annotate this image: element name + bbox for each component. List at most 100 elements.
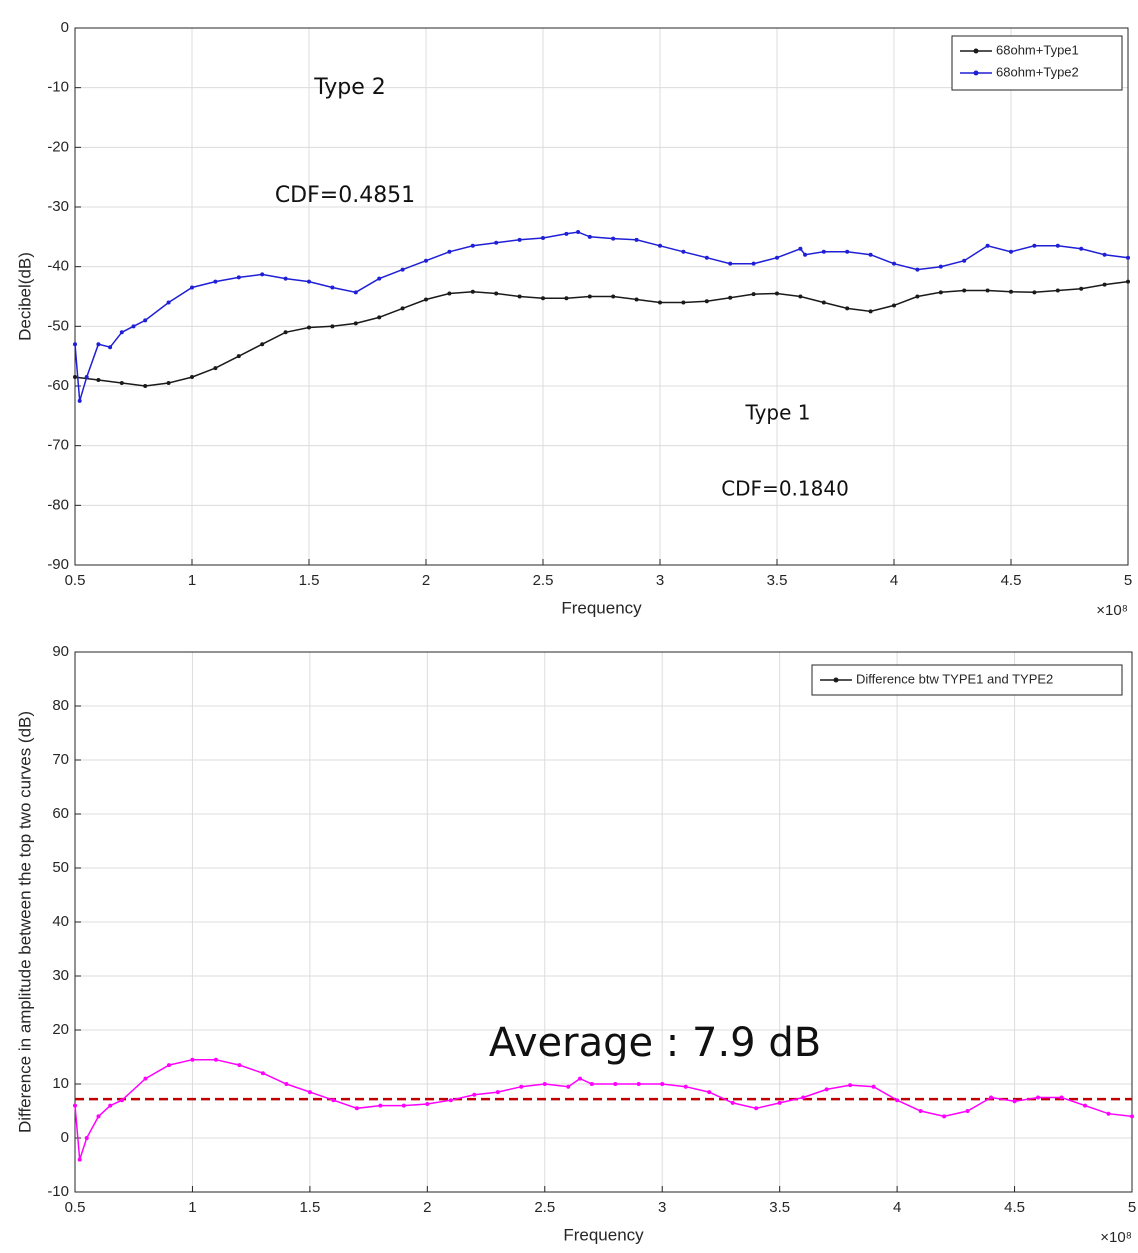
series-marker [331,1098,335,1102]
y-axis-label: Difference in amplitude between the top … [15,711,34,1133]
series-marker [402,1104,406,1108]
y-tick-label: -60 [47,377,69,394]
series-marker [1079,287,1083,291]
x-tick-label: 0.5 [65,572,86,589]
series-marker [78,399,82,403]
series-marker [942,1114,946,1118]
series-marker [261,1071,265,1075]
series-marker [658,244,662,248]
x-tick-label: 2.5 [533,572,554,589]
series-marker [1009,290,1013,294]
series-marker [449,1098,453,1102]
x-multiplier: ×10⁸ [1096,602,1128,619]
series-marker [754,1106,758,1110]
annotation: Average : 7.9 dB [489,1020,821,1066]
y-tick-label: 0 [61,1129,69,1146]
y-tick-label: 50 [52,859,69,876]
series-marker [752,292,756,296]
series-marker [284,330,288,334]
series-marker [425,1102,429,1106]
y-tick-label: -30 [47,198,69,215]
series-marker [966,1109,970,1113]
y-tick-label: -40 [47,258,69,275]
series-marker [330,286,334,290]
series-marker [518,238,522,242]
series-marker [939,290,943,294]
series-marker [73,342,77,346]
series-marker [377,277,381,281]
x-tick-label: 4 [893,1199,901,1216]
annotation: Type 2 [313,75,386,100]
series-marker [919,1109,923,1113]
series-marker [705,299,709,303]
series-marker [424,297,428,301]
series-marker [237,354,241,358]
series-marker [519,1085,523,1089]
x-tick-label: 1.5 [299,572,320,589]
series-marker [120,330,124,334]
series-marker [588,295,592,299]
series-marker [803,253,807,257]
series-marker [962,289,966,293]
series-marker [1107,1112,1111,1116]
y-tick-label: -80 [47,496,69,513]
series-marker [892,303,896,307]
y-tick-label: 90 [52,643,69,660]
x-tick-label: 4.5 [1004,1199,1025,1216]
series-marker [85,1136,89,1140]
series-marker [728,262,732,266]
series-marker [869,309,873,313]
annotation: CDF=0.1840 [721,477,849,501]
series-marker [635,238,639,242]
series-marker [284,1082,288,1086]
series-marker [895,1098,899,1102]
figure: 0.511.522.533.544.55-90-80-70-60-50-40-3… [0,0,1138,1253]
series-marker [355,1106,359,1110]
series-marker [869,253,873,257]
series-marker [1056,244,1060,248]
series-marker [707,1090,711,1094]
series-marker [1032,290,1036,294]
series-marker [307,326,311,330]
series-marker [518,295,522,299]
series-marker [120,381,124,385]
series-marker [798,247,802,251]
x-tick-label: 3 [656,572,664,589]
series-marker [1130,1114,1134,1118]
series-marker [307,280,311,284]
x-tick-label: 3.5 [767,572,788,589]
series-marker [308,1090,312,1094]
series-marker [1056,289,1060,293]
series-marker [424,259,428,263]
series-marker [447,250,451,254]
series-marker [284,277,288,281]
series-marker [85,375,89,379]
series-marker [541,236,545,240]
series-marker [143,384,147,388]
legend-label: 68ohm+Type2 [996,64,1079,79]
series-marker [1083,1104,1087,1108]
series-marker [728,296,732,300]
x-axis-label: Frequency [561,598,642,617]
y-tick-label: 80 [52,697,69,714]
series-marker [214,1058,218,1062]
series-marker [73,1104,77,1108]
series-marker [190,375,194,379]
series-marker [611,295,615,299]
series-marker [543,1082,547,1086]
series-marker [330,324,334,328]
legend-marker [974,71,979,76]
series-marker [1036,1096,1040,1100]
series-marker [354,321,358,325]
series-marker [892,262,896,266]
series-marker [915,295,919,299]
series-marker [660,1082,664,1086]
series-marker [494,292,498,296]
y-tick-label: -10 [47,79,69,96]
x-tick-label: 1 [188,572,196,589]
series-marker [401,268,405,272]
series-marker [471,244,475,248]
series-marker [576,230,580,234]
series-marker [681,250,685,254]
series-marker [778,1101,782,1105]
